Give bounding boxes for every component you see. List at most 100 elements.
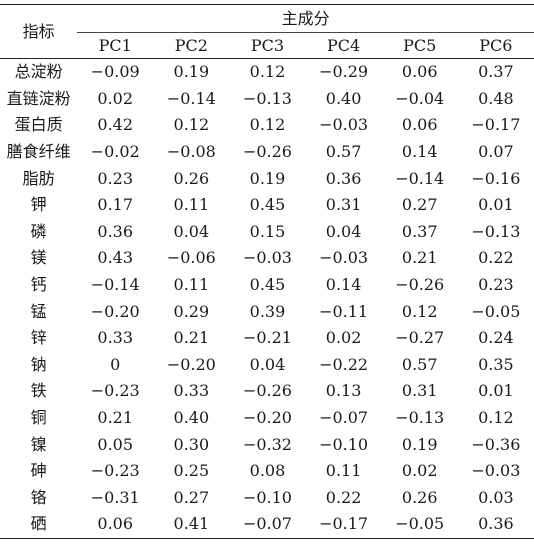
table-row: 脂肪 0.23 0.26 0.19 0.36 −0.14 −0.16: [0, 165, 534, 192]
table-cell: 0.04: [249, 354, 286, 374]
table-row: 钾 0.17 0.11 0.45 0.31 0.27 0.01: [0, 192, 534, 219]
row-label: 铜: [30, 408, 47, 428]
table-cell: −0.03: [319, 248, 369, 268]
row-label: 钙: [30, 275, 47, 295]
table-row: 蛋白质 0.42 0.12 0.12 −0.03 0.06 −0.17: [0, 112, 534, 139]
table-cell: −0.31: [90, 487, 140, 507]
table-cell: 0: [110, 354, 121, 374]
table-cell: 0.22: [478, 248, 514, 268]
table-cell: −0.05: [381, 511, 458, 539]
table-cell: 0.01: [478, 195, 514, 215]
table-row: 直链淀粉 0.02 −0.14 −0.13 0.40 −0.04 0.48: [0, 86, 534, 113]
principal-component-table: 指标 主成分 PC1 PC2 PC3 PC4 PC5 PC6 总淀粉 −0.09 0.19 0.…: [0, 4, 534, 539]
table-cell: 0.27: [401, 195, 438, 215]
table-cell: 0.25: [173, 461, 210, 481]
row-label: 锰: [30, 301, 47, 321]
column-header-pc6: PC6: [457, 32, 534, 59]
table-cell: 0.11: [173, 195, 210, 215]
table-cell: 0.31: [325, 195, 362, 215]
table-cell: −0.23: [90, 461, 140, 481]
table-cell: 0.12: [173, 115, 210, 135]
table-row: 锌 0.33 0.21 −0.21 0.02 −0.27 0.24: [0, 325, 534, 352]
table-cell: 0.39: [249, 301, 286, 321]
table-cell: 0.24: [478, 328, 514, 348]
row-label: 铁: [30, 381, 47, 401]
row-label: 磷: [30, 221, 47, 241]
table-cell: −0.20: [90, 301, 140, 321]
table-cell: 0.12: [401, 301, 438, 321]
row-label: 总淀粉: [14, 62, 63, 82]
table-cell: −0.20: [242, 408, 292, 428]
table-cell: 0.41: [153, 511, 230, 539]
table-cell: −0.29: [319, 62, 369, 82]
table-cell: 0.21: [97, 408, 134, 428]
table-cell: 0.08: [249, 461, 286, 481]
table-row: 砷 −0.23 0.25 0.08 0.11 0.02 −0.03: [0, 458, 534, 485]
table-cell: −0.10: [319, 434, 369, 454]
table-cell: 0.14: [325, 275, 362, 295]
table-cell: 0.37: [401, 221, 438, 241]
row-label: 钾: [30, 195, 47, 215]
table-cell: −0.03: [242, 248, 292, 268]
table-cell: −0.08: [166, 142, 216, 162]
table-cell: 0.06: [77, 511, 154, 539]
table-row: 膳食纤维 −0.02 −0.08 −0.26 0.57 0.14 0.07: [0, 139, 534, 166]
row-label: 铬: [30, 487, 47, 507]
row-label: 钠: [30, 354, 47, 374]
table-cell: −0.26: [242, 381, 292, 401]
table-cell: −0.03: [319, 115, 369, 135]
table-cell: 0.12: [249, 115, 286, 135]
row-label: 硒: [0, 511, 78, 539]
table-cell: −0.17: [471, 115, 521, 135]
table-cell: −0.17: [305, 511, 382, 539]
table-cell: −0.36: [471, 434, 521, 454]
table-cell: 0.23: [97, 168, 134, 188]
row-label: 直链淀粉: [6, 88, 71, 108]
table-cell: −0.23: [90, 381, 140, 401]
table-cell: 0.23: [478, 275, 514, 295]
column-header-row: PC1 PC2 PC3 PC4 PC5 PC6: [0, 32, 534, 59]
table-row: 镁 0.43 −0.06 −0.03 −0.03 0.21 0.22: [0, 245, 534, 272]
table-row: 磷 0.36 0.04 0.15 0.04 0.37 −0.13: [0, 219, 534, 246]
table-row: 铜 0.21 0.40 −0.20 −0.07 −0.13 0.12: [0, 405, 534, 432]
table-cell: 0.40: [173, 408, 210, 428]
column-header-pc5: PC5: [381, 32, 458, 59]
table-cell: −0.06: [166, 248, 216, 268]
table-row: 铬 −0.31 0.27 −0.10 0.22 0.26 0.03: [0, 485, 534, 512]
table-cell: 0.21: [173, 328, 210, 348]
table-cell: 0.33: [97, 328, 134, 348]
table-cell: 0.01: [478, 381, 514, 401]
header-principal-components: 主成分: [77, 4, 534, 33]
row-label: 膳食纤维: [6, 142, 71, 162]
row-label: 镍: [30, 434, 47, 454]
table-cell: −0.14: [166, 88, 216, 108]
table-cell: 0.26: [173, 168, 210, 188]
row-label: 砷: [30, 461, 47, 481]
table-cell: 0.02: [401, 461, 438, 481]
table-cell: 0.42: [97, 115, 134, 135]
table-cell: 0.11: [173, 275, 210, 295]
table-row: 镍 0.05 0.30 −0.32 −0.10 0.19 −0.36: [0, 431, 534, 458]
table-cell: −0.02: [90, 142, 140, 162]
table-cell: −0.21: [242, 328, 292, 348]
table-cell: 0.31: [401, 381, 438, 401]
table-row: 硒 0.06 0.41 −0.07 −0.17 −0.05 0.36: [0, 511, 534, 539]
table-cell: 0.37: [478, 62, 514, 82]
table-cell: 0.02: [97, 88, 134, 108]
table-cell: −0.10: [242, 487, 292, 507]
table-cell: −0.09: [90, 62, 140, 82]
table-cell: 0.27: [173, 487, 210, 507]
table-cell: 0.22: [325, 487, 362, 507]
table-cell: 0.05: [97, 434, 134, 454]
table-cell: 0.57: [325, 142, 362, 162]
column-header-pc3: PC3: [229, 32, 306, 59]
table-cell: 0.06: [401, 62, 438, 82]
table-cell: 0.45: [249, 195, 286, 215]
table-cell: 0.12: [478, 408, 514, 428]
table-cell: −0.13: [395, 408, 445, 428]
table-cell: 0.04: [173, 221, 210, 241]
table-cell: −0.16: [471, 168, 521, 188]
table-row: 钙 −0.14 0.11 0.45 0.14 −0.26 0.23: [0, 272, 534, 299]
column-header-pc4: PC4: [305, 32, 382, 59]
